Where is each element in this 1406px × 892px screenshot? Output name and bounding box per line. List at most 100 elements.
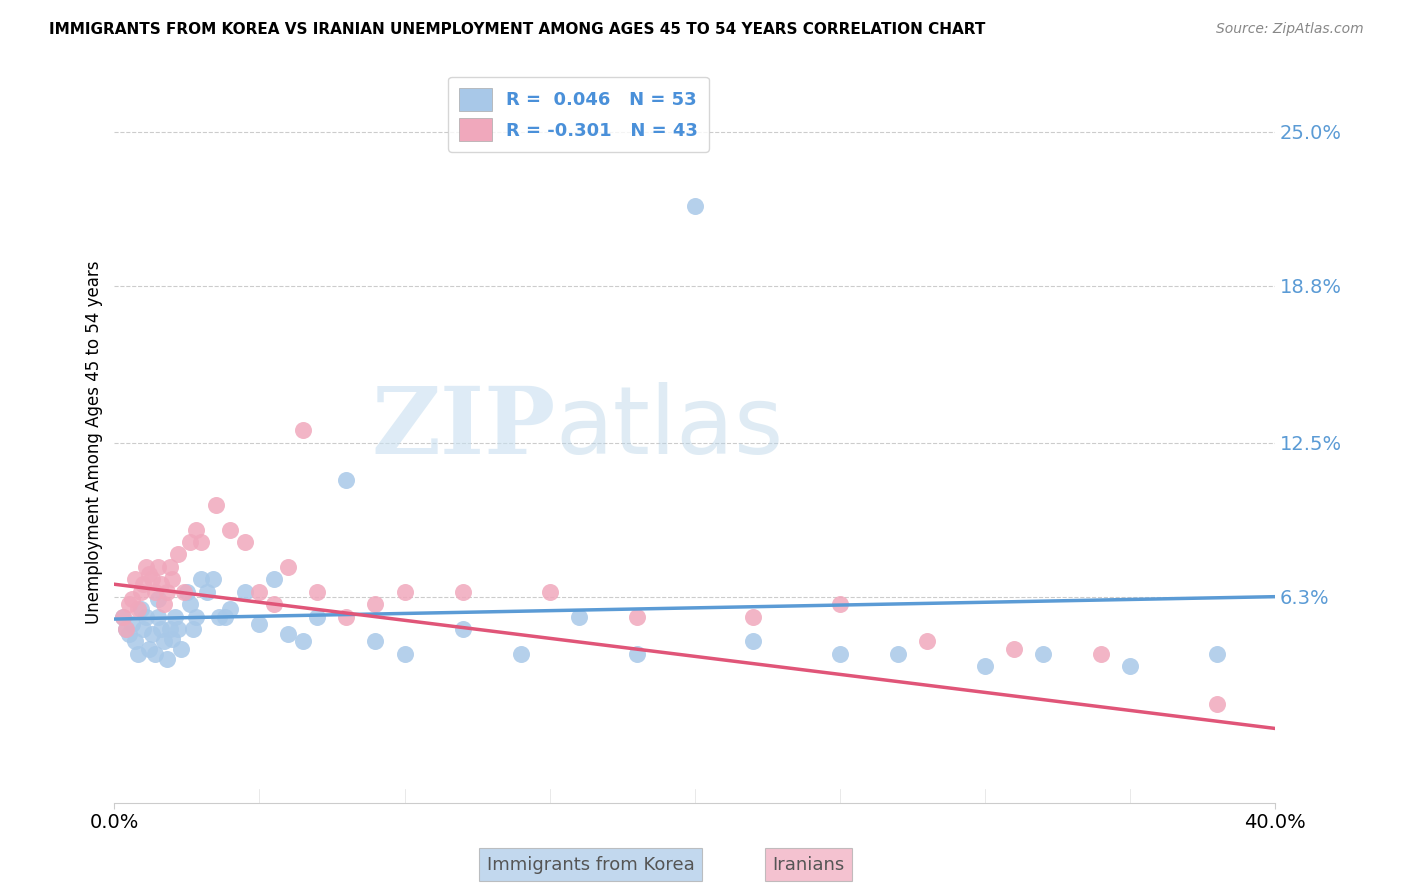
Point xyxy=(132,622,155,636)
Point xyxy=(277,627,299,641)
Point xyxy=(538,584,561,599)
Point xyxy=(219,523,242,537)
Point xyxy=(149,622,172,636)
Point xyxy=(118,597,141,611)
Point xyxy=(451,622,474,636)
Point xyxy=(115,622,138,636)
Point xyxy=(683,199,706,213)
Point xyxy=(214,609,236,624)
Point xyxy=(277,559,299,574)
Point xyxy=(249,584,271,599)
Point xyxy=(170,641,193,656)
Point xyxy=(828,597,851,611)
Point xyxy=(233,584,256,599)
Point xyxy=(143,584,166,599)
Point xyxy=(626,609,648,624)
Point xyxy=(184,523,207,537)
Point xyxy=(509,647,531,661)
Point xyxy=(1032,647,1054,661)
Point xyxy=(173,584,195,599)
Point xyxy=(141,627,163,641)
Point xyxy=(135,559,157,574)
Legend: R =  0.046   N = 53, R = -0.301   N = 43: R = 0.046 N = 53, R = -0.301 N = 43 xyxy=(449,77,709,152)
Point xyxy=(129,584,152,599)
Point xyxy=(190,572,212,586)
Point xyxy=(567,609,589,624)
Point xyxy=(364,597,387,611)
Point xyxy=(146,609,169,624)
Point xyxy=(741,609,763,624)
Point xyxy=(127,647,149,661)
Point xyxy=(121,592,143,607)
Text: Immigrants from Korea: Immigrants from Korea xyxy=(486,855,695,873)
Point xyxy=(291,423,314,437)
Point xyxy=(118,627,141,641)
Point xyxy=(202,572,225,586)
Point xyxy=(233,535,256,549)
Point xyxy=(263,597,285,611)
Point xyxy=(162,572,184,586)
Point xyxy=(335,473,357,487)
Point xyxy=(112,609,135,624)
Point xyxy=(156,584,179,599)
Point xyxy=(973,659,995,673)
Point xyxy=(1002,641,1025,656)
Point xyxy=(626,647,648,661)
Point xyxy=(159,559,181,574)
Point xyxy=(179,535,201,549)
Point xyxy=(195,584,218,599)
Point xyxy=(249,617,271,632)
Y-axis label: Unemployment Among Ages 45 to 54 years: Unemployment Among Ages 45 to 54 years xyxy=(86,260,103,624)
Point xyxy=(741,634,763,648)
Point xyxy=(165,609,187,624)
Point xyxy=(263,572,285,586)
Point xyxy=(124,572,146,586)
Point xyxy=(828,647,851,661)
Point xyxy=(149,577,172,591)
Point xyxy=(162,632,184,646)
Point xyxy=(121,617,143,632)
Text: Iranians: Iranians xyxy=(772,855,845,873)
Text: atlas: atlas xyxy=(555,382,783,475)
Point xyxy=(152,597,174,611)
Text: IMMIGRANTS FROM KOREA VS IRANIAN UNEMPLOYMENT AMONG AGES 45 TO 54 YEARS CORRELAT: IMMIGRANTS FROM KOREA VS IRANIAN UNEMPLO… xyxy=(49,22,986,37)
Point xyxy=(112,609,135,624)
Point xyxy=(167,622,190,636)
Point xyxy=(184,609,207,624)
Point xyxy=(886,647,908,661)
Point xyxy=(159,622,181,636)
Point xyxy=(146,592,169,607)
Point xyxy=(915,634,938,648)
Text: Source: ZipAtlas.com: Source: ZipAtlas.com xyxy=(1216,22,1364,37)
Point xyxy=(291,634,314,648)
Point xyxy=(307,584,329,599)
Point xyxy=(190,535,212,549)
Point xyxy=(208,609,231,624)
Point xyxy=(335,609,357,624)
Point xyxy=(219,602,242,616)
Point xyxy=(135,609,157,624)
Point xyxy=(124,634,146,648)
Point xyxy=(138,641,160,656)
Point xyxy=(141,572,163,586)
Point xyxy=(138,567,160,582)
Point xyxy=(307,609,329,624)
Point xyxy=(394,584,416,599)
Point xyxy=(176,584,198,599)
Point xyxy=(451,584,474,599)
Point xyxy=(143,647,166,661)
Point xyxy=(364,634,387,648)
Point xyxy=(1205,697,1227,711)
Point xyxy=(179,597,201,611)
Point xyxy=(115,622,138,636)
Point xyxy=(1119,659,1142,673)
Point xyxy=(146,559,169,574)
Point xyxy=(127,602,149,616)
Point xyxy=(394,647,416,661)
Point xyxy=(129,602,152,616)
Point xyxy=(1090,647,1112,661)
Point xyxy=(181,622,204,636)
Text: ZIP: ZIP xyxy=(371,384,555,473)
Point xyxy=(152,634,174,648)
Point xyxy=(205,498,228,512)
